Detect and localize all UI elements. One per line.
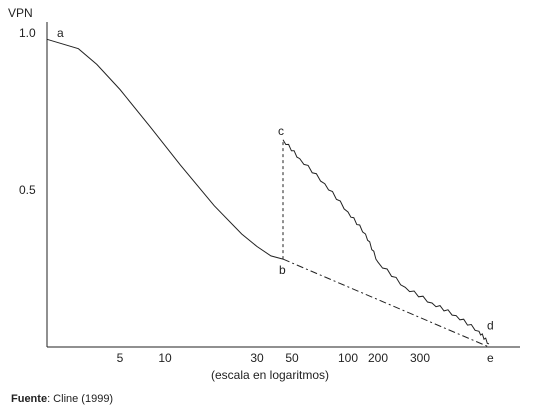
x-axis-title: (escala en logaritmos) xyxy=(211,368,329,382)
y-axis-title: VPN xyxy=(8,6,33,20)
x-tick-label: 10 xyxy=(158,351,172,365)
point-label-a: a xyxy=(57,26,64,40)
point-label-e: e xyxy=(487,351,494,365)
source-note: Fuente: Cline (1999) xyxy=(11,393,113,405)
source-label: Fuente xyxy=(11,393,48,405)
x-tick-label: 30 xyxy=(250,351,264,365)
y-tick-label: 1.0 xyxy=(19,26,36,40)
chart-svg: VPN 1.0 0.5 5 10 30 50 100 200 300 (escala en loga… xyxy=(8,6,520,382)
series-group xyxy=(46,38,490,348)
source-text: : Cline (1999) xyxy=(47,393,114,405)
point-label-d: d xyxy=(487,318,494,332)
point-label-b: b xyxy=(279,263,286,277)
x-tick-label: 5 xyxy=(117,351,124,365)
point-label-c: c xyxy=(278,124,284,138)
y-tick-label: 0.5 xyxy=(19,183,36,197)
labels-group: VPN 1.0 0.5 5 10 30 50 100 200 300 (escala en loga… xyxy=(8,6,494,382)
axes xyxy=(46,22,520,348)
x-tick-label: 50 xyxy=(285,351,299,365)
series-curve_cd xyxy=(282,139,490,345)
x-tick-label: 300 xyxy=(410,351,430,365)
x-tick-label: 100 xyxy=(338,351,358,365)
x-tick-label: 200 xyxy=(368,351,388,365)
series-line_be xyxy=(282,258,490,348)
series-curve_ab xyxy=(46,38,284,260)
